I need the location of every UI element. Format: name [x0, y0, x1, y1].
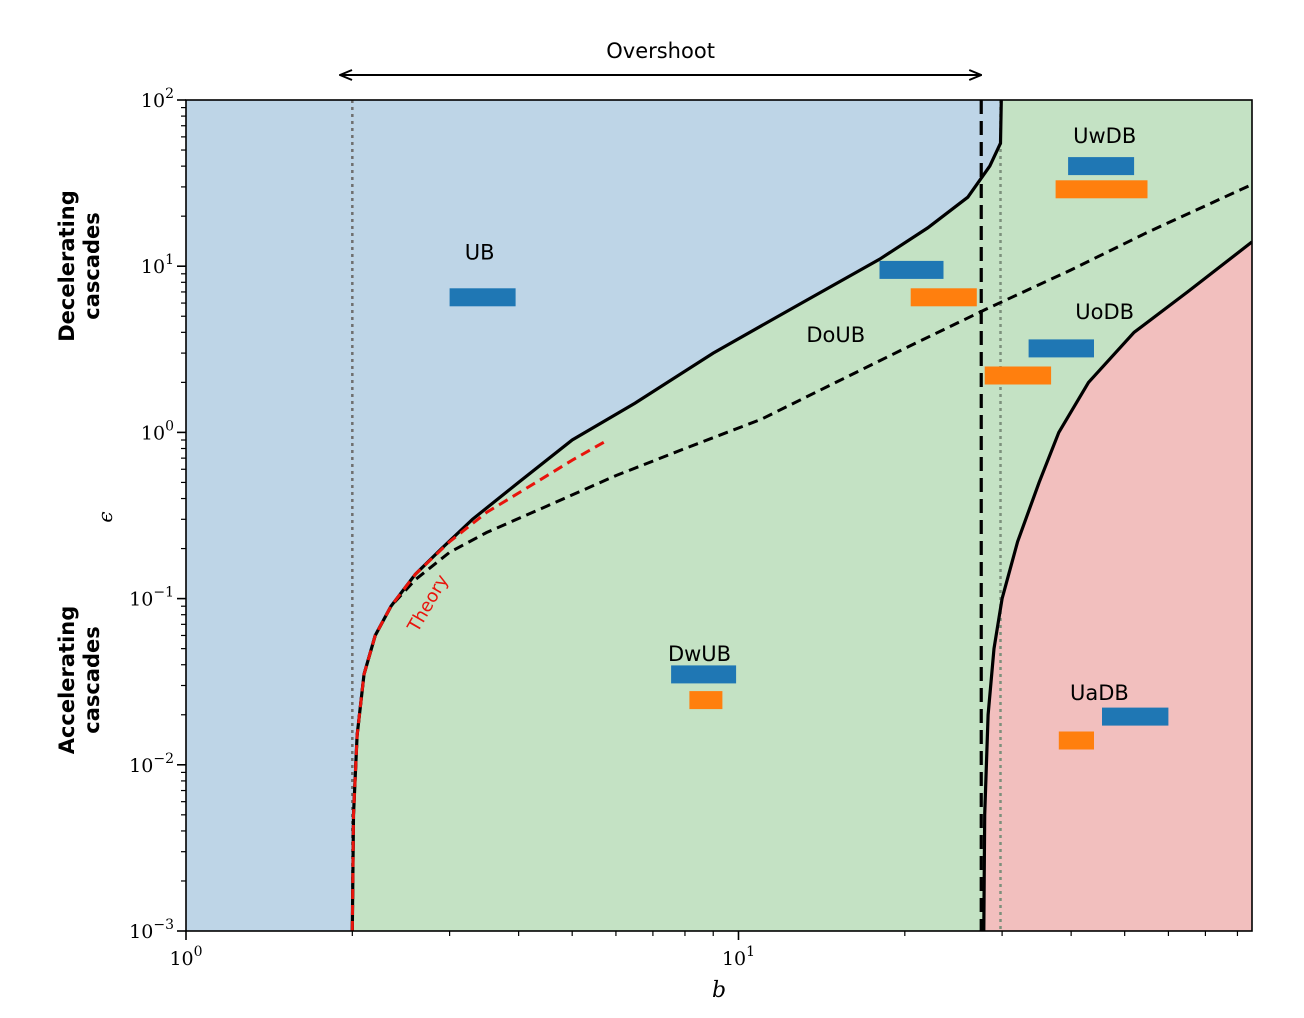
- side-label-decelerating: Decelerating cascades: [55, 190, 104, 342]
- curves: [350, 100, 1252, 931]
- annotation-uwdb: UwDB: [1073, 124, 1136, 148]
- blue-bar-doub: [879, 260, 944, 279]
- range-bars: [449, 157, 1169, 750]
- blue-bar-uadb: [1102, 707, 1169, 726]
- region-ub-fill: [186, 100, 1002, 931]
- overshoot-label: Overshoot: [606, 39, 715, 63]
- orange-bar-uwdb: [1055, 180, 1148, 199]
- annotation-doub: DoUB: [806, 323, 865, 347]
- y-tick-label: 102: [141, 86, 174, 112]
- x-tick-label: 100: [169, 944, 202, 970]
- orange-bar-uadb: [1058, 731, 1094, 750]
- orange-bar-uodb: [984, 366, 1052, 385]
- side-label-decelerating-line2: cascades: [80, 212, 104, 320]
- side-label-decelerating-line1: Decelerating: [55, 190, 79, 342]
- y-tick-label: 101: [141, 252, 174, 278]
- side-label-accelerating: Accelerating cascades: [55, 606, 104, 755]
- blue-bar-uwdb: [1068, 157, 1135, 176]
- side-label-accelerating-line2: cascades: [80, 626, 104, 734]
- blue-bar-dwub: [671, 665, 737, 684]
- annotation-ub: UB: [465, 240, 495, 264]
- region-uadb-fill: [983, 241, 1252, 931]
- orange-bar-dwub: [689, 691, 723, 710]
- y-axis-label: ϵ: [93, 511, 117, 522]
- x-axis-label: b: [712, 978, 726, 1003]
- y-tick-label: 10−1: [129, 585, 174, 611]
- y-tick-label: 100: [141, 418, 174, 444]
- theory-curve: [350, 438, 609, 931]
- blue-bar-ub: [449, 288, 516, 307]
- plot-frame: [185, 99, 1253, 932]
- y-tick-label: 10−3: [129, 917, 174, 943]
- x-tick-label: 101: [722, 944, 755, 970]
- annotation-dwub: DwUB: [668, 642, 731, 666]
- annotation-uadb: UaDB: [1070, 681, 1129, 705]
- side-label-accelerating-line1: Accelerating: [55, 606, 79, 755]
- annotation-uodb: UoDB: [1075, 300, 1134, 324]
- y-tick-label: 10−2: [129, 751, 174, 777]
- region-fills: [186, 100, 1252, 931]
- uadb-boundary-curve: [982, 240, 1252, 931]
- orange-bar-doub: [910, 288, 977, 307]
- blue-bar-uodb: [1028, 339, 1094, 358]
